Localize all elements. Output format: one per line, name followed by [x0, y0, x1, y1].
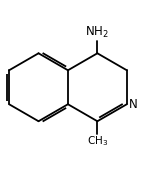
- Text: CH$_3$: CH$_3$: [87, 135, 108, 148]
- Text: NH$_2$: NH$_2$: [85, 25, 109, 40]
- Text: N: N: [129, 98, 138, 111]
